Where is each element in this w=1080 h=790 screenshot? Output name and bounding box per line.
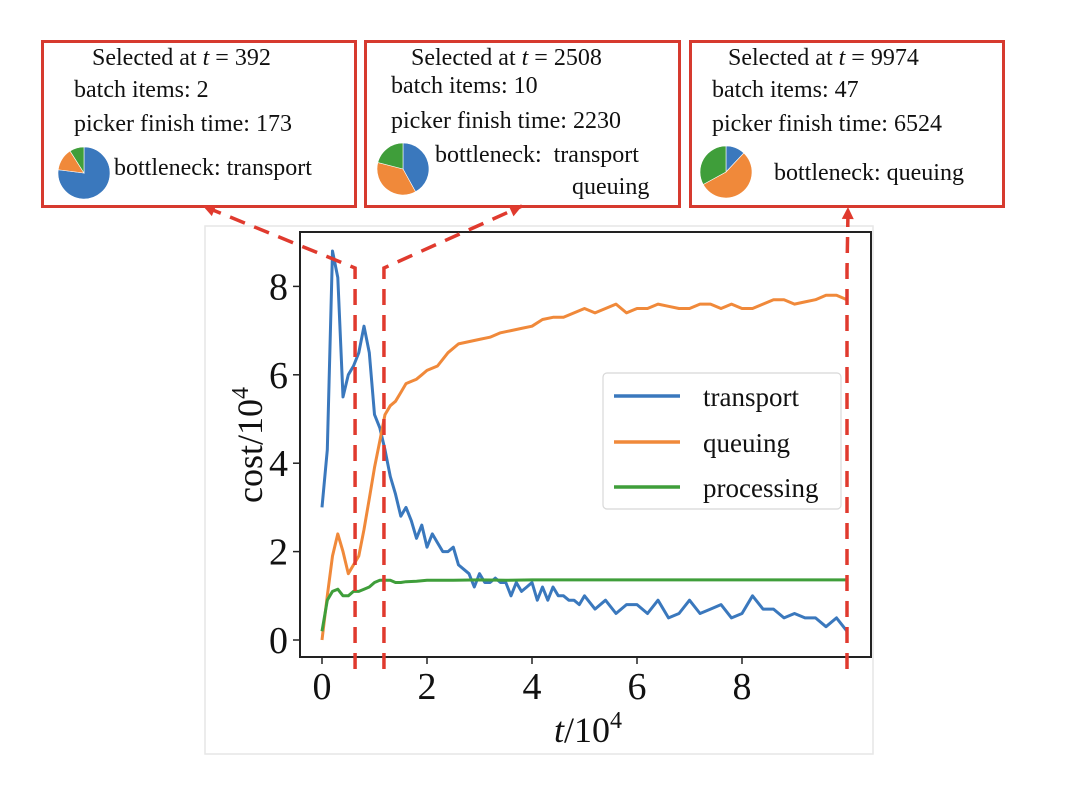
bottleneck-pie-chart	[57, 146, 111, 200]
title-eq: =	[845, 45, 871, 71]
x-tick-label: 0	[313, 666, 332, 708]
bottleneck-label: bottleneck: transport	[114, 155, 312, 181]
x-tick-label: 6	[628, 666, 647, 708]
bottleneck-label: bottleneck: queuing	[774, 160, 964, 186]
legend-label-transport: transport	[703, 382, 799, 412]
figure-panel	[204, 225, 874, 755]
arrowhead-3	[841, 207, 854, 220]
pie-slice-processing	[377, 142, 404, 170]
pie-slice-queuing	[376, 162, 416, 196]
bottleneck-pie-chart	[376, 142, 430, 196]
batch-items-label: batch items: 2	[74, 77, 209, 103]
highlight-line-3	[845, 211, 850, 669]
title-value: 9974	[870, 45, 919, 71]
legend-label-queuing: queuing	[703, 428, 790, 458]
title-prefix: Selected at	[411, 45, 522, 71]
title-prefix: Selected at	[92, 45, 203, 71]
x-axis-label-rest: /10	[564, 710, 610, 750]
title-value: 2508	[553, 45, 602, 71]
y-tick-label: 8	[269, 266, 288, 308]
info-box-title: Selected at t = 392	[92, 45, 271, 72]
legend: transport queuing processing	[602, 372, 842, 510]
info-box-title: Selected at t = 9974	[728, 45, 919, 72]
x-tick-label: 2	[418, 666, 437, 708]
pie-slice-processing	[69, 146, 85, 175]
x-tick-label: 8	[733, 666, 752, 708]
title-var: t	[202, 45, 210, 71]
highlight-line-1	[202, 204, 357, 669]
x-axis-label: t/104	[554, 708, 622, 750]
bottleneck-label-line2: queuing	[572, 174, 650, 200]
title-var: t	[521, 45, 529, 71]
legend-label-processing: processing	[703, 473, 818, 503]
highlight-line-2	[382, 204, 523, 669]
title-prefix: Selected at	[728, 45, 839, 71]
pie-slice-transport	[402, 142, 430, 193]
title-eq: =	[528, 45, 554, 71]
y-axis-label-exponent: 4	[228, 387, 254, 399]
x-axis-label-var: t	[554, 710, 565, 750]
pie-slice-queuing	[702, 152, 753, 199]
bottleneck-pie-chart	[699, 145, 753, 199]
info-box-3: Selected at t = 9974 batch items: 47 pic…	[689, 40, 1005, 208]
y-axis-label-text: cost/10	[230, 399, 270, 503]
y-axis-label: cost/104	[228, 387, 270, 503]
batch-items-label: batch items: 10	[391, 73, 538, 99]
info-box-title: Selected at t = 2508	[411, 45, 602, 72]
plot-frame	[299, 231, 872, 658]
y-tick-label: 2	[269, 532, 288, 574]
batch-items-label: batch items: 47	[712, 77, 859, 103]
title-var: t	[838, 45, 846, 71]
y-tick-label: 6	[269, 355, 288, 397]
x-axis-label-exponent: 4	[610, 708, 622, 734]
series-line-processing	[320, 578, 847, 632]
pie-slice-processing	[699, 145, 727, 185]
bottleneck-label: bottleneck: transport	[435, 142, 639, 168]
y-tick-label: 4	[269, 443, 288, 485]
picker-finish-time-label: picker finish time: 6524	[712, 111, 942, 137]
y-tick-label: 0	[269, 620, 288, 662]
title-value: 392	[234, 45, 271, 71]
picker-finish-time-label: picker finish time: 2230	[391, 108, 621, 134]
picker-finish-time-label: picker finish time: 173	[74, 111, 292, 137]
x-tick-label: 4	[523, 666, 542, 708]
legend-frame	[602, 372, 842, 510]
info-box-2: Selected at t = 2508 batch items: 10 pic…	[364, 40, 681, 208]
info-box-1: Selected at t = 392 batch items: 2 picke…	[41, 40, 357, 208]
series-line-queuing	[320, 293, 848, 641]
series-line-transport	[320, 249, 849, 633]
title-eq: =	[209, 45, 235, 71]
